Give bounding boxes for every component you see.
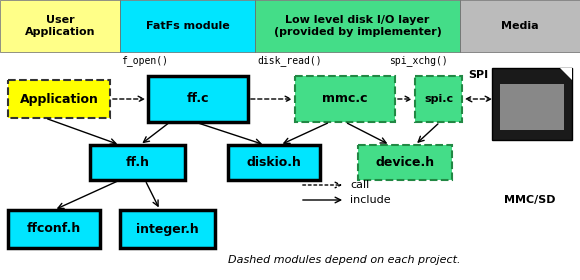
Bar [8, 210, 100, 248]
Bar [228, 145, 320, 180]
Text: call: call [350, 180, 369, 190]
Text: spi_xchg(): spi_xchg() [389, 55, 447, 66]
Bar [358, 145, 452, 180]
Text: FatFs module: FatFs module [146, 21, 229, 31]
Bar [460, 0, 580, 52]
Bar [500, 84, 564, 130]
Text: include: include [350, 195, 390, 205]
Text: Dashed modules depend on each project.: Dashed modules depend on each project. [228, 255, 461, 265]
Bar [120, 210, 215, 248]
Bar [148, 76, 248, 122]
Text: device.h: device.h [375, 156, 434, 169]
Text: integer.h: integer.h [136, 223, 199, 235]
Text: ff.c: ff.c [187, 92, 209, 106]
Bar [0, 0, 120, 52]
Text: Low level disk I/O layer
(provided by implementer): Low level disk I/O layer (provided by im… [274, 15, 441, 37]
Text: mmc.c: mmc.c [322, 92, 368, 106]
Bar [415, 76, 462, 122]
Text: ffconf.h: ffconf.h [27, 223, 81, 235]
Text: diskio.h: diskio.h [246, 156, 302, 169]
Bar [295, 76, 395, 122]
Text: f_open(): f_open() [121, 55, 169, 66]
Bar [90, 145, 185, 180]
Text: Media: Media [501, 21, 539, 31]
Bar [8, 80, 110, 118]
Text: spi.c: spi.c [424, 94, 453, 104]
Text: ff.h: ff.h [125, 156, 150, 169]
Polygon shape [560, 68, 572, 80]
Text: Application: Application [20, 92, 99, 106]
Text: MMC/SD: MMC/SD [504, 195, 556, 205]
FancyBboxPatch shape [492, 68, 572, 140]
Text: disk_read(): disk_read() [258, 55, 322, 66]
Bar [255, 0, 460, 52]
Text: SPI: SPI [468, 70, 488, 80]
Bar [120, 0, 255, 52]
Text: User
Application: User Application [25, 15, 95, 37]
